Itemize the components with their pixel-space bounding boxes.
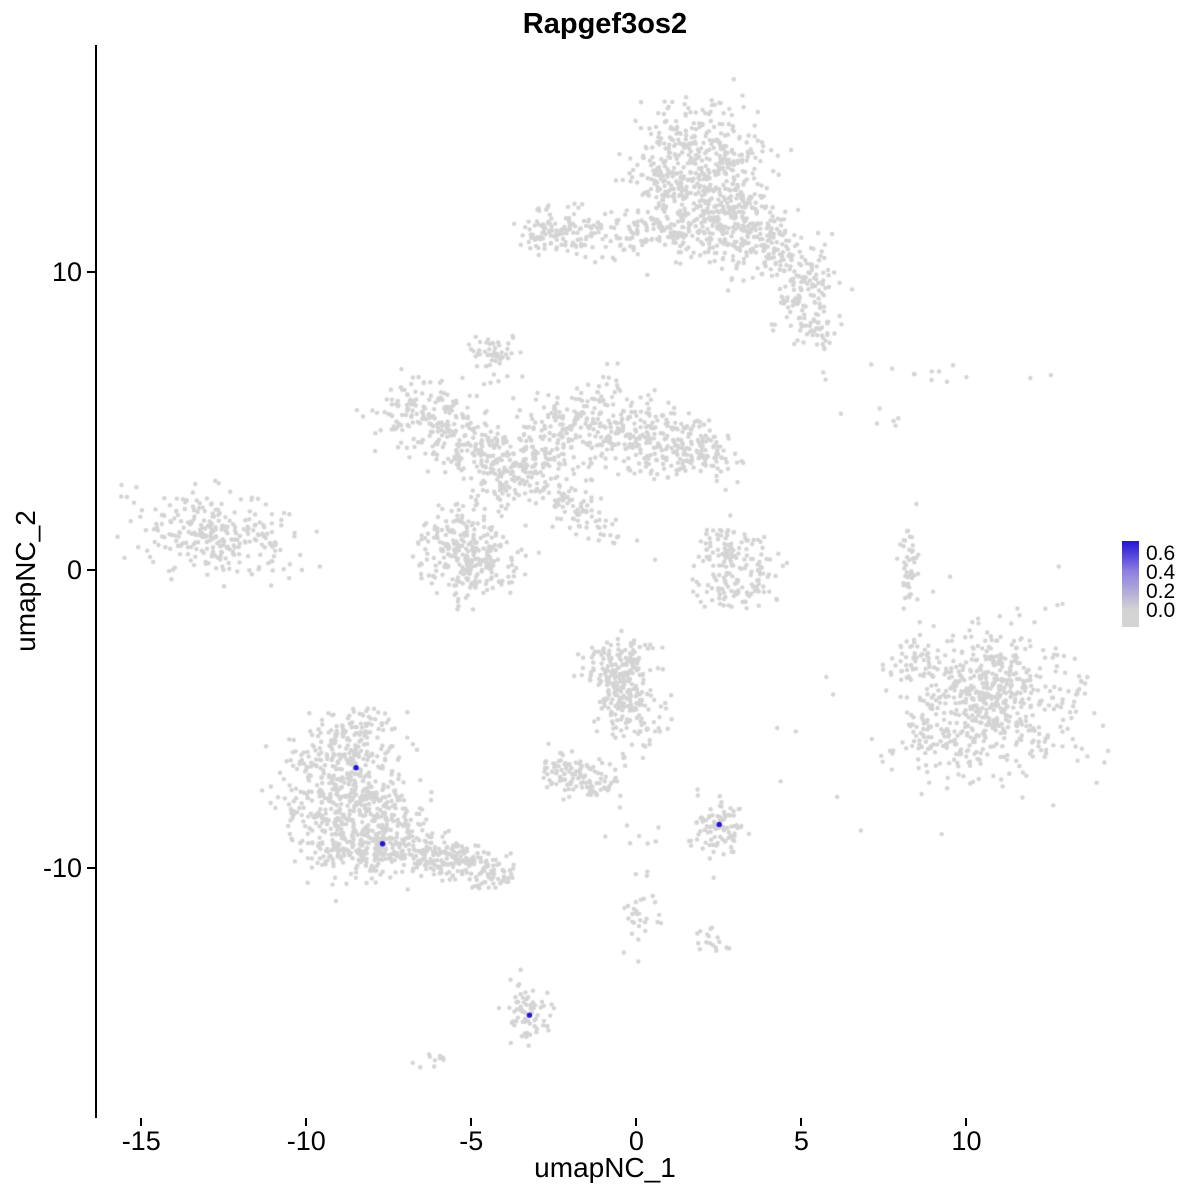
x-axis-label: umapNC_1 xyxy=(534,1152,676,1183)
plot-panel xyxy=(95,45,1117,1118)
x-tick-mark xyxy=(800,1118,803,1126)
y-tick-mark xyxy=(87,866,95,869)
y-axis-label: umapNC_2 xyxy=(10,510,41,652)
legend-tick-label: 0.6 xyxy=(1146,542,1176,565)
color-legend: 0.6 0.4 0.2 0.0 xyxy=(1122,541,1198,633)
legend-tick-label: 0.0 xyxy=(1146,599,1176,622)
x-tick-label: -15 xyxy=(121,1126,161,1156)
x-tick-label: 10 xyxy=(951,1126,982,1156)
y-tick-label: 10 xyxy=(51,256,82,287)
x-tick-label: -5 xyxy=(459,1126,484,1156)
x-tick-mark xyxy=(305,1118,308,1126)
x-tick-mark xyxy=(140,1118,143,1126)
x-tick-label: 0 xyxy=(628,1126,644,1156)
legend-tick-label: 0.4 xyxy=(1146,561,1176,584)
x-tick-label: -10 xyxy=(286,1126,326,1156)
y-tick-mark xyxy=(87,270,95,273)
x-tick-label: 5 xyxy=(793,1126,809,1156)
legend-gradient-bar xyxy=(1122,541,1139,627)
y-tick-label: 0 xyxy=(66,554,82,585)
x-tick-mark xyxy=(965,1118,968,1126)
y-tick-label: -10 xyxy=(42,852,82,883)
x-tick-mark xyxy=(635,1118,638,1126)
plot-title: Rapgef3os2 xyxy=(522,8,688,40)
legend-tick-label: 0.2 xyxy=(1146,580,1176,603)
x-tick-mark xyxy=(470,1118,473,1126)
y-tick-mark xyxy=(87,568,95,571)
scatter-canvas xyxy=(97,45,1117,1118)
